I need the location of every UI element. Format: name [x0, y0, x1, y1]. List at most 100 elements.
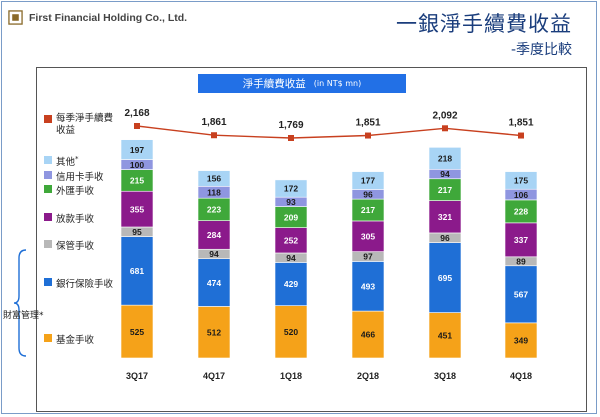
data-label: 567: [514, 290, 528, 300]
bar-segment: [274, 179, 308, 198]
line-point: [442, 125, 448, 132]
banner-unit: (in NT$ mn): [313, 79, 362, 88]
legend-item: 保管手收: [44, 238, 94, 252]
bar-segment: [274, 227, 308, 254]
data-label: 429: [284, 279, 298, 289]
data-label: 175: [514, 176, 528, 186]
bar-segment: [351, 261, 385, 312]
bar-segment: [428, 147, 462, 170]
data-label: 474: [207, 278, 221, 288]
bar-segment: [274, 262, 308, 306]
data-label: 97: [363, 252, 373, 262]
bar-segment: [120, 236, 154, 306]
legend-label: 其他*: [56, 154, 79, 168]
data-label: 451: [438, 330, 452, 340]
data-label: 337: [514, 235, 528, 245]
data-label: 493: [361, 281, 375, 291]
line-point: [288, 135, 294, 141]
line-point: [365, 132, 371, 139]
data-label: 681: [130, 266, 144, 276]
legend-swatch: [44, 213, 52, 221]
line-value-label: 2,168: [124, 108, 149, 119]
data-label: 512: [207, 327, 221, 337]
bar-segment: [120, 139, 154, 160]
data-label: 106: [514, 190, 528, 200]
legend-item: 其他*: [44, 154, 79, 168]
data-label: 172: [284, 184, 298, 194]
bar-segment: [504, 265, 538, 324]
bar-segment: [504, 222, 538, 258]
data-label: 96: [363, 189, 373, 199]
legend-swatch: [44, 171, 52, 179]
bar-segment: [197, 306, 231, 359]
data-label: 177: [361, 176, 375, 186]
legend-item: 外匯手收: [44, 183, 94, 197]
bar-segment: [197, 220, 231, 250]
x-tick-label: 2Q18: [357, 371, 379, 381]
data-label: 100: [130, 160, 144, 170]
legend-swatch: [44, 185, 52, 193]
data-label: 466: [361, 330, 375, 340]
line-point: [211, 132, 217, 139]
slide-title-block: 一銀淨手續費收益 -季度比較: [396, 8, 572, 59]
data-label: 321: [438, 212, 452, 222]
x-tick-label: 4Q18: [510, 371, 532, 381]
brace-icon: [14, 249, 27, 357]
line-value-label: 1,861: [201, 117, 226, 128]
page-title: 一銀淨手續費收益: [396, 12, 572, 36]
x-tick-label: 3Q17: [126, 371, 148, 381]
data-label: 96: [440, 233, 450, 243]
total-line: [136, 125, 522, 139]
wealth-management-label: 財富管理*: [3, 311, 44, 321]
data-label: 118: [207, 187, 221, 197]
line-point: [518, 132, 524, 139]
line-value-label: 1,769: [278, 120, 303, 131]
legend-footnote-mark: *: [75, 154, 79, 163]
legend-swatch: [44, 278, 52, 286]
data-label: 215: [130, 176, 144, 186]
data-label: 520: [284, 327, 298, 337]
legend-label: 外匯手收: [56, 186, 95, 197]
data-label: 89: [516, 256, 526, 266]
bar-segment: [504, 322, 538, 359]
data-label: 355: [130, 204, 144, 214]
legend-swatch: [44, 240, 52, 248]
data-label: 94: [286, 253, 296, 263]
data-label: 305: [361, 232, 375, 242]
data-label: 217: [361, 205, 375, 215]
x-tick-label: 1Q18: [280, 371, 302, 381]
legend-swatch: [44, 115, 52, 123]
bar-segment: [120, 190, 154, 228]
bar-segment: [120, 304, 154, 359]
legend-label: 銀行保險手收: [56, 279, 114, 290]
legend-label: 保管手收: [56, 241, 95, 252]
bar-segment: [351, 310, 385, 359]
data-label: 223: [207, 205, 221, 215]
legend-label: 放款手收: [56, 214, 95, 225]
logo-icon: [8, 10, 23, 25]
banner-title: 淨手續費收益: [242, 78, 306, 90]
legend-swatch: [44, 156, 52, 164]
bar-segment: [504, 171, 538, 190]
data-label: 209: [284, 212, 298, 222]
legend-item: 基金手收: [44, 332, 94, 346]
data-label: 217: [438, 185, 452, 195]
legend-item: 銀行保險手收: [44, 276, 113, 290]
chart-unit-banner: 淨手續費收益 (in NT$ mn): [198, 74, 406, 93]
data-label: 284: [207, 230, 221, 240]
legend-item-line: 每季淨手續費收益: [44, 113, 114, 137]
data-label: 228: [514, 207, 528, 217]
data-label: 94: [440, 169, 450, 179]
data-label: 93: [286, 197, 296, 207]
legend-item: 放款手收: [44, 211, 94, 225]
legend-label: 基金手收: [56, 335, 95, 346]
data-label: 349: [514, 336, 528, 346]
data-label: 197: [130, 145, 144, 155]
data-label: 695: [438, 273, 452, 283]
company-logo: First Financial Holding Co., Ltd.: [8, 10, 187, 25]
data-label: 525: [130, 327, 144, 337]
legend-swatch: [44, 334, 52, 342]
line-value-label: 1,851: [508, 118, 533, 129]
legend-label: 每季淨手續費收益: [56, 113, 114, 136]
